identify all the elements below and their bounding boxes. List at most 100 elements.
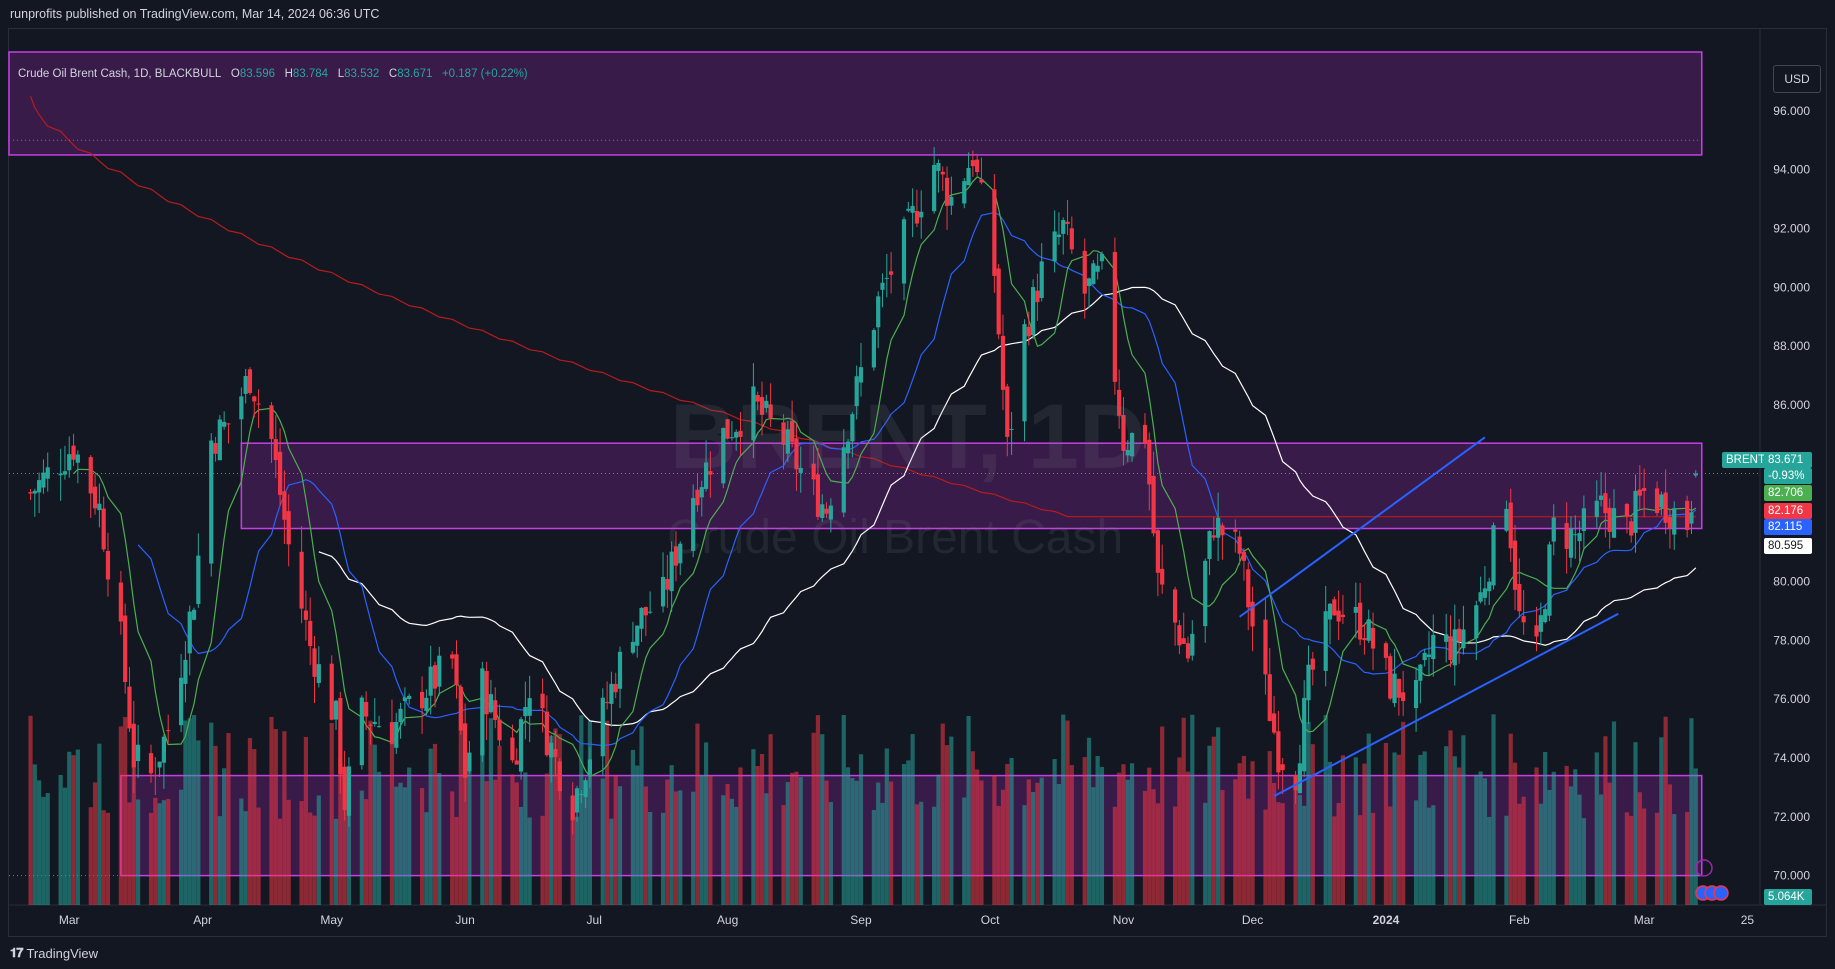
candle-body	[454, 654, 459, 685]
y-tick-label: 90.000	[1773, 280, 1810, 294]
candle-body	[871, 330, 876, 368]
candle-body	[1667, 516, 1673, 529]
candle-body	[191, 609, 197, 620]
candle-body	[32, 490, 37, 494]
volume-bar	[600, 778, 605, 905]
candle-body	[755, 395, 760, 402]
candle-body	[910, 205, 915, 213]
volume-bar	[574, 816, 580, 905]
candle-body	[376, 726, 382, 728]
candle-body	[364, 701, 369, 717]
candle-body	[1276, 731, 1281, 773]
candle-body	[402, 697, 407, 701]
volume-bar	[191, 715, 197, 905]
volume-bar	[1216, 727, 1221, 905]
legend-symbol: Crude Oil Brent Cash, 1D, BLACKBULL	[18, 68, 222, 80]
candle-body	[1607, 507, 1612, 532]
candle-body	[1564, 523, 1569, 549]
volume-bar	[41, 796, 46, 905]
volume-bar	[858, 754, 864, 905]
volume-bar	[1637, 792, 1642, 905]
candle-body	[1568, 528, 1574, 558]
candle-body	[1401, 692, 1406, 702]
volume-bar	[1237, 763, 1242, 905]
candle-body	[635, 625, 640, 646]
candle-body	[1594, 500, 1599, 517]
volume-bar	[1276, 802, 1281, 905]
candle-body	[845, 441, 851, 454]
candle-body	[1418, 664, 1423, 681]
price-tag: -0.93%	[1764, 468, 1812, 484]
legend-close-label: C	[388, 68, 398, 80]
currency-button[interactable]: USD	[1773, 65, 1821, 93]
candle-body	[815, 474, 821, 517]
volume-bar	[695, 723, 700, 905]
candle-body	[518, 719, 524, 772]
candle-body	[884, 277, 889, 279]
candle-body	[880, 282, 885, 290]
candle-body	[785, 429, 790, 454]
candle-body	[906, 208, 911, 211]
volume-bar	[1203, 802, 1208, 905]
volume-bar	[131, 759, 136, 905]
volume-bar	[269, 716, 274, 905]
candle-body	[648, 611, 653, 613]
legend-low-value: 83.532	[344, 68, 380, 80]
volume-bar	[1323, 715, 1328, 905]
volume-bar	[635, 765, 640, 905]
volume-bar	[1271, 782, 1277, 905]
candle-body	[699, 487, 704, 498]
volume-bar	[1598, 794, 1604, 905]
volume-bar	[243, 811, 248, 905]
volume-bar	[497, 745, 502, 905]
volume-bar	[1052, 759, 1057, 905]
volume-bar	[183, 720, 188, 905]
volume-bar	[944, 745, 950, 905]
candle-body	[587, 759, 592, 775]
volume-bar	[187, 718, 192, 905]
candle-body	[1577, 533, 1582, 542]
volume-bar	[1091, 787, 1096, 905]
candle-body	[579, 794, 584, 796]
volume-bar	[1121, 764, 1126, 905]
symbol-legend: Crude Oil Brent Cash, 1D, BLACKBULL O83.…	[18, 68, 528, 80]
candle-body	[540, 693, 545, 709]
candle-body	[1672, 508, 1677, 535]
volume-bar	[312, 815, 317, 905]
candle-body	[734, 431, 739, 438]
candle-body	[759, 397, 765, 415]
volume-bar	[1160, 726, 1165, 905]
footer-brand[interactable]: TradingView	[26, 945, 99, 961]
candle-body	[58, 473, 63, 476]
volume-bar	[1547, 789, 1552, 905]
volume-bar	[1659, 737, 1664, 905]
volume-bar	[75, 749, 80, 905]
candle-body	[333, 700, 339, 720]
volume-bar	[527, 817, 532, 905]
candle-body	[553, 749, 558, 757]
volume-bar	[553, 728, 558, 905]
volume-bar	[514, 782, 519, 905]
volume-bar	[880, 802, 885, 905]
volume-bar	[1069, 765, 1074, 905]
legend-high-value: 83.784	[292, 68, 329, 80]
price-tag: 80.595	[1764, 538, 1812, 554]
candle-body	[338, 697, 343, 774]
y-tick-label: 92.000	[1773, 221, 1810, 235]
candle-body	[678, 543, 683, 564]
candle-body	[256, 403, 261, 405]
candle-body	[605, 702, 610, 704]
volume-bar	[67, 751, 72, 905]
x-tick-label: Mar	[1634, 913, 1655, 927]
candle-body	[570, 795, 575, 821]
candle-body	[346, 766, 352, 816]
candle-body	[1121, 415, 1126, 451]
candle-body	[88, 457, 93, 494]
candle-body	[316, 664, 321, 683]
candle-body	[643, 607, 648, 616]
candle-body	[269, 405, 274, 440]
candle-body	[1370, 627, 1376, 649]
tradingview-logo-icon[interactable]: 𝟏𝟕	[10, 945, 24, 960]
symbol-tag: BRENT	[1722, 452, 1769, 468]
